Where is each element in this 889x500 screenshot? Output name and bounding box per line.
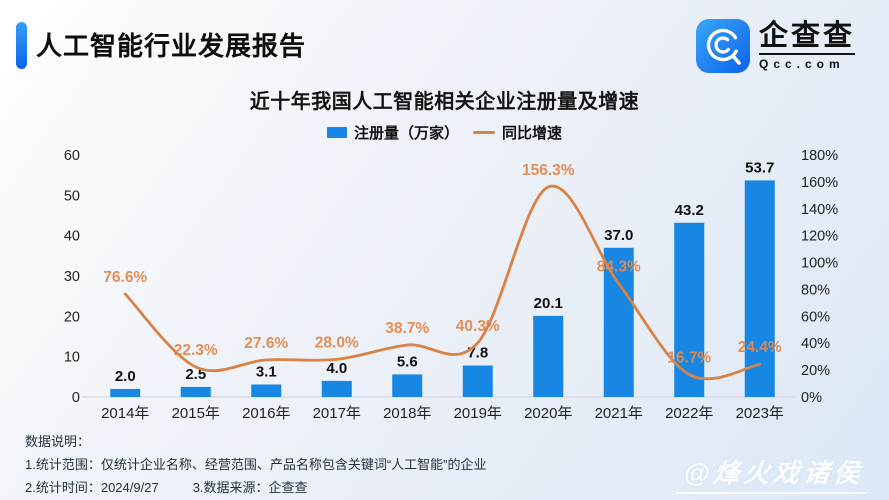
right-axis-tick: 180% [801, 148, 838, 164]
line-point-label: 24.4% [738, 339, 782, 356]
notes-line2: 2.统计时间：2024/9/27 3.数据来源：企查查 [25, 476, 487, 499]
right-axis-tick: 60% [801, 309, 830, 325]
bar-2015年 [180, 386, 211, 397]
growth-rate-line [123, 184, 762, 381]
bar-2020年 [533, 315, 564, 397]
left-axis-tick: 50 [64, 188, 80, 204]
bar-value-label: 5.6 [397, 353, 418, 370]
right-axis-tick: 40% [801, 336, 830, 352]
bar-value-label: 20.1 [534, 295, 563, 312]
legend-bar-swatch [326, 127, 347, 138]
left-axis-tick: 30 [64, 269, 80, 285]
notes-data-source: 3.数据来源：企查查 [192, 480, 308, 496]
title-accent-bar [16, 22, 27, 69]
bar-value-label: 2.0 [115, 368, 136, 385]
left-axis-tick: 20 [64, 309, 80, 325]
bar-2022年 [674, 222, 705, 397]
header: 人工智能行业发展报告 企查查 Qcc.com [0, 0, 889, 80]
bar-2017年 [321, 380, 352, 397]
bar-value-label: 37.0 [604, 227, 633, 244]
x-axis-label: 2015年 [172, 405, 220, 422]
notes-heading: 数据说明： [25, 434, 91, 449]
x-axis-label: 2017年 [313, 405, 361, 422]
qcc-logo-icon [695, 19, 750, 73]
qcc-logo-name-en: Qcc.com [758, 52, 855, 71]
data-notes: 数据说明： 1.统计范围：仅统计企业名称、经营范围、产品名称包含关键词“人工智能… [25, 430, 487, 499]
bar-value-label: 43.2 [675, 202, 704, 219]
bar-value-label: 53.7 [745, 159, 774, 176]
legend-bar-label: 注册量（万家） [353, 125, 459, 142]
notes-stat-time: 2.统计时间：2024/9/27 [25, 480, 159, 496]
line-point-label: 40.3% [456, 318, 500, 335]
right-axis-tick: 0% [801, 390, 822, 406]
line-point-label: 156.3% [522, 162, 575, 179]
qcc-logo-text: 企查查 Qcc.com [758, 20, 855, 71]
line-point-label: 84.3% [597, 259, 641, 276]
left-axis-tick: 0 [72, 390, 80, 406]
right-axis-tick: 80% [801, 282, 830, 298]
x-axis-label: 2022年 [665, 405, 713, 422]
left-axis-tick: 40 [64, 229, 80, 245]
qcc-logo: 企查查 Qcc.com [695, 19, 855, 73]
chart-title: 近十年我国人工智能相关企业注册量及增速 [249, 91, 640, 113]
line-point-label: 16.7% [667, 350, 711, 367]
x-axis-label: 2016年 [242, 405, 290, 422]
line-point-label: 22.3% [174, 342, 218, 359]
line-point-label: 38.7% [385, 320, 429, 337]
report-title: 人工智能行业发展报告 [36, 31, 307, 61]
bar-2021年 [603, 247, 634, 397]
bar-2019年 [462, 365, 493, 397]
bar-value-label: 3.1 [256, 363, 277, 380]
left-axis-tick: 10 [64, 350, 80, 366]
x-axis-label: 2020年 [524, 405, 572, 422]
bar-2023年 [744, 180, 775, 397]
bar-value-label: 4.0 [326, 360, 347, 377]
right-axis-tick: 100% [801, 256, 838, 272]
watermark: @烽火戏诸侯 [675, 453, 872, 494]
x-axis-label: 2021年 [595, 405, 643, 422]
legend-line-swatch [473, 131, 495, 134]
legend-item-line: 同比增速 [473, 122, 562, 143]
x-axis-label: 2019年 [454, 405, 502, 422]
bar-value-label: 7.8 [467, 345, 488, 362]
qcc-logo-name-cn: 企查查 [758, 20, 855, 53]
notes-line1: 1.统计范围：仅统计企业名称、经营范围、产品名称包含关键词“人工智能”的企业 [25, 457, 487, 473]
right-axis-tick: 20% [801, 363, 830, 379]
x-axis-label: 2023年 [736, 405, 784, 422]
right-axis-tick: 160% [801, 175, 838, 191]
x-axis-label: 2018年 [383, 405, 431, 422]
left-axis-tick: 60 [64, 148, 80, 164]
chart-legend: 注册量（万家） 同比增速 [0, 122, 889, 143]
x-axis-label: 2014年 [101, 405, 149, 422]
bar-2016年 [251, 384, 282, 397]
line-point-label: 27.6% [244, 335, 288, 352]
line-point-label: 28.0% [315, 334, 359, 351]
bar-2014年 [110, 388, 141, 397]
right-axis-tick: 140% [801, 202, 838, 218]
bar-2018年 [392, 374, 423, 397]
legend-item-bar: 注册量（万家） [326, 122, 459, 143]
legend-line-label: 同比增速 [502, 125, 563, 142]
right-axis-tick: 120% [801, 229, 838, 245]
line-point-label: 76.6% [103, 269, 147, 286]
